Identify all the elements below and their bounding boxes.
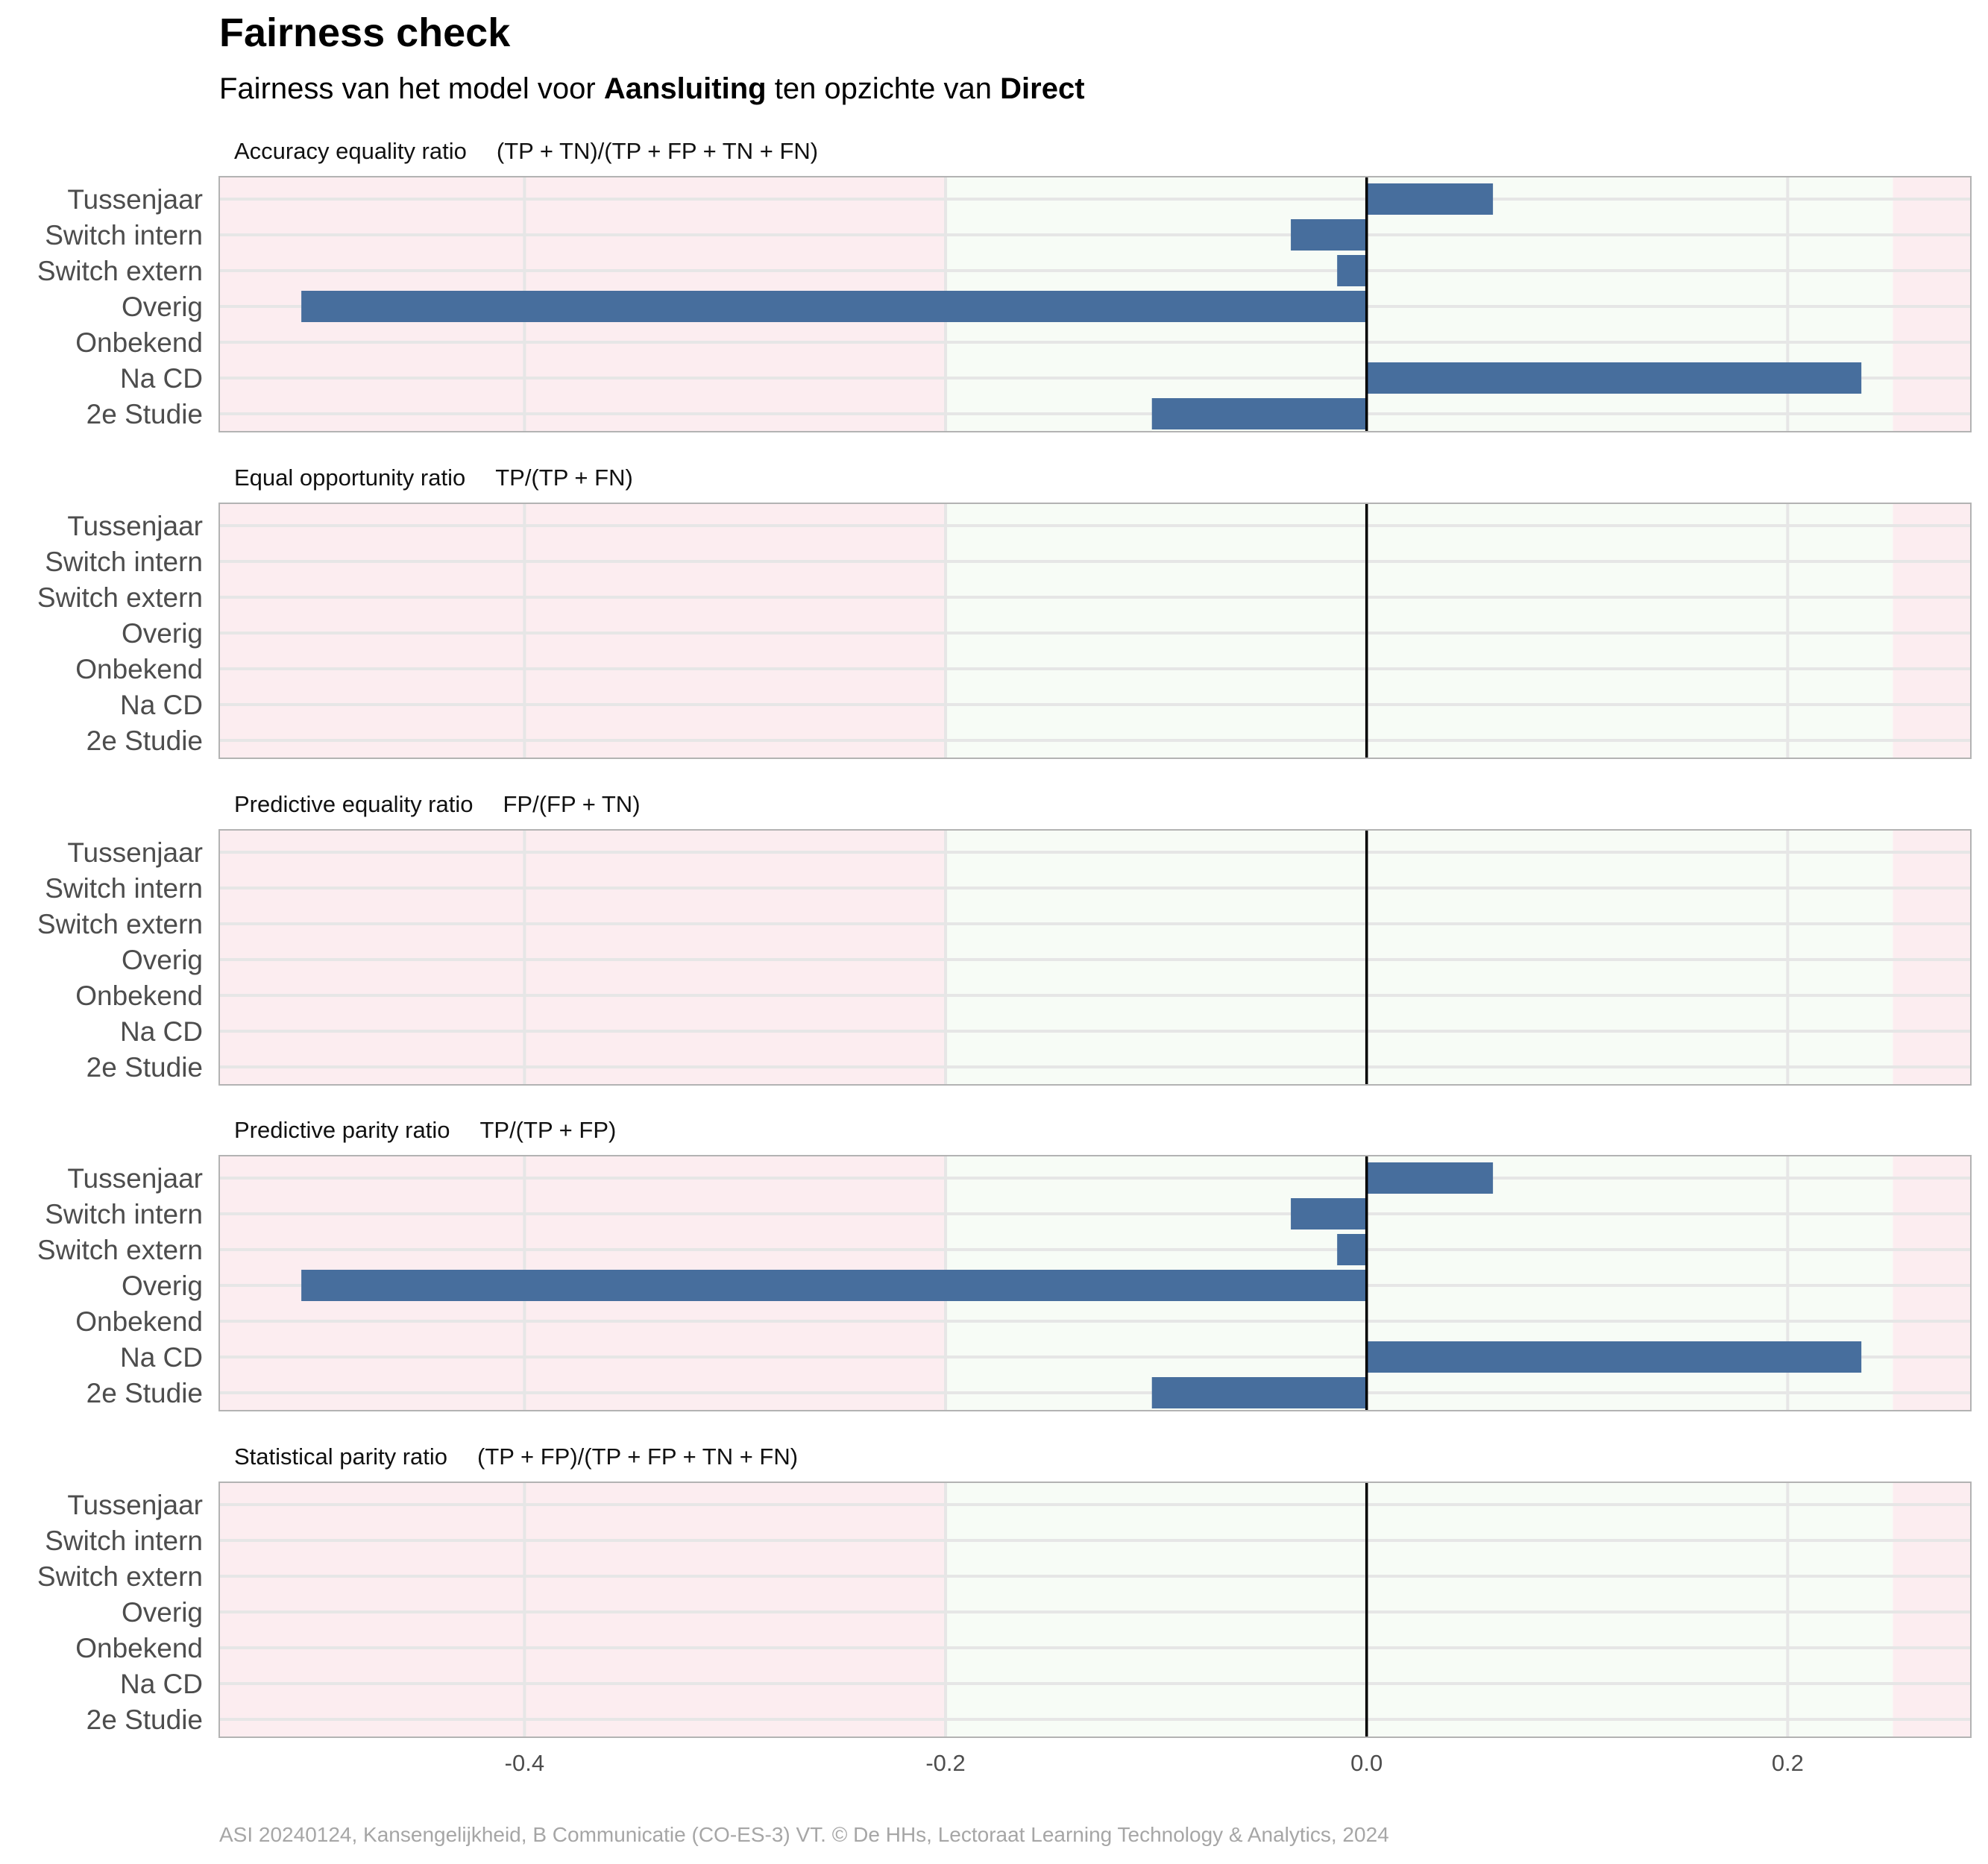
bar	[1151, 1377, 1367, 1408]
category-label: Overig	[122, 1597, 203, 1628]
panel-metric-name: Predictive equality ratio	[234, 791, 474, 817]
bar	[1337, 1234, 1367, 1265]
x-tick-label: -0.2	[925, 1750, 965, 1776]
panel-formula: TP/(TP + FP)	[479, 1117, 616, 1143]
unfair-band-right	[1893, 503, 1971, 758]
unfair-band-right	[1893, 1482, 1971, 1737]
category-label: Switch extern	[37, 909, 203, 939]
category-label: Onbekend	[75, 1633, 203, 1663]
panel-border	[218, 829, 1972, 1086]
chart-title: Fairness check	[219, 10, 511, 55]
category-label: Na CD	[120, 1669, 203, 1699]
category-label: 2e Studie	[86, 1704, 203, 1735]
category-label: Tussenjaar	[67, 511, 203, 541]
panel-border	[218, 176, 1972, 432]
category-label: Onbekend	[75, 327, 203, 358]
bar	[1291, 219, 1367, 251]
panel-metric-name: Equal opportunity ratio	[234, 465, 465, 491]
bar	[301, 1270, 1367, 1301]
category-label: 2e Studie	[86, 1378, 203, 1408]
bar	[1151, 398, 1367, 429]
panel-metric-name: Statistical parity ratio	[234, 1443, 447, 1470]
category-label: 2e Studie	[86, 1052, 203, 1083]
bar	[1366, 362, 1862, 394]
subtitle-reference: Direct	[1000, 72, 1084, 105]
x-tick-label: 0.2	[1772, 1750, 1804, 1776]
category-label: Tussenjaar	[67, 1163, 203, 1194]
category-label: 2e Studie	[86, 399, 203, 429]
bar	[1366, 1162, 1494, 1194]
category-label: Overig	[122, 1271, 203, 1301]
category-label: Switch intern	[45, 1525, 203, 1556]
category-label: Switch extern	[37, 256, 203, 286]
category-label: Na CD	[120, 1016, 203, 1047]
category-label: 2e Studie	[86, 725, 203, 756]
facet-panel: Predictive equality ratio FP/(FP + TN) Tus…	[37, 791, 1972, 1086]
subtitle-prefix: Fairness van het model voor	[219, 72, 604, 105]
category-label: Switch extern	[37, 1561, 203, 1592]
panel-border	[218, 503, 1972, 759]
category-label: Tussenjaar	[67, 184, 203, 215]
facet-panels: Accuracy equality ratio (TP + TN)/(TP + F…	[37, 138, 1972, 1738]
category-label: Tussenjaar	[67, 1490, 203, 1520]
category-label: Na CD	[120, 690, 203, 720]
category-label: Na CD	[120, 1342, 203, 1373]
unfair-band-right	[1893, 830, 1971, 1085]
category-label: Onbekend	[75, 1306, 203, 1337]
panel-strip-label: Predictive equality ratio FP/(FP + TN)	[234, 791, 641, 817]
facet-panel: Statistical parity ratio (TP + FP)/(TP + …	[37, 1443, 1972, 1738]
panel-formula: TP/(TP + FN)	[495, 465, 633, 491]
facet-panel: Accuracy equality ratio (TP + TN)/(TP + F…	[37, 138, 1972, 432]
category-label: Overig	[122, 945, 203, 975]
x-tick-label: 0.0	[1350, 1750, 1383, 1776]
bar	[1337, 255, 1367, 286]
category-label: Switch extern	[37, 1235, 203, 1265]
subtitle-middle: ten opzichte van	[767, 72, 1001, 105]
category-label: Switch intern	[45, 873, 203, 904]
panel-strip-label: Predictive parity ratio TP/(TP + FP)	[234, 1117, 616, 1143]
category-label: Onbekend	[75, 654, 203, 684]
unfair-band-right	[1893, 1156, 1971, 1411]
panel-metric-name: Accuracy equality ratio	[234, 138, 467, 164]
panel-border	[218, 1155, 1972, 1411]
unfair-band-left	[219, 830, 946, 1085]
category-label: Switch extern	[37, 582, 203, 613]
unfair-band-right	[1893, 177, 1971, 432]
bar	[1366, 1341, 1862, 1373]
panel-strip-label: Accuracy equality ratio (TP + TN)/(TP + F…	[234, 138, 818, 164]
facet-panel: Predictive parity ratio TP/(TP + FP) Tusse…	[37, 1117, 1972, 1411]
panel-strip-label: Statistical parity ratio (TP + FP)/(TP + …	[234, 1443, 798, 1470]
bar	[1291, 1198, 1367, 1229]
category-label: Switch intern	[45, 1199, 203, 1229]
panel-border	[218, 1482, 1972, 1738]
facet-panel: Equal opportunity ratio TP/(TP + FN) Tusse…	[37, 465, 1972, 759]
x-tick-label: -0.4	[505, 1750, 544, 1776]
panel-formula: (TP + TN)/(TP + FP + TN + FN)	[497, 138, 818, 164]
category-label: Switch intern	[45, 547, 203, 577]
unfair-band-left	[219, 1482, 946, 1737]
panel-metric-name: Predictive parity ratio	[234, 1117, 450, 1143]
panel-formula: FP/(FP + TN)	[503, 791, 641, 817]
chart-caption: ASI 20240124, Kansengelijkheid, B Commun…	[219, 1823, 1389, 1846]
category-label: Na CD	[120, 363, 203, 394]
fair-band	[946, 503, 1893, 758]
subtitle-model: Aansluiting	[604, 72, 767, 105]
category-label: Onbekend	[75, 980, 203, 1011]
fair-band	[946, 830, 1893, 1085]
category-label: Switch intern	[45, 220, 203, 251]
panel-strip-label: Equal opportunity ratio TP/(TP + FN)	[234, 465, 633, 491]
category-label: Overig	[122, 292, 203, 322]
chart-subtitle: Fairness van het model voor Aansluiting …	[219, 72, 1085, 105]
unfair-band-left	[219, 503, 946, 758]
category-label: Tussenjaar	[67, 837, 203, 868]
category-label: Overig	[122, 618, 203, 649]
fair-band	[946, 1482, 1893, 1737]
bar	[1366, 183, 1494, 215]
x-axis: -0.4 -0.2 0.0 0.2	[505, 1750, 1804, 1776]
panel-formula: (TP + FP)/(TP + FP + TN + FN)	[477, 1443, 798, 1470]
bar	[301, 291, 1367, 322]
